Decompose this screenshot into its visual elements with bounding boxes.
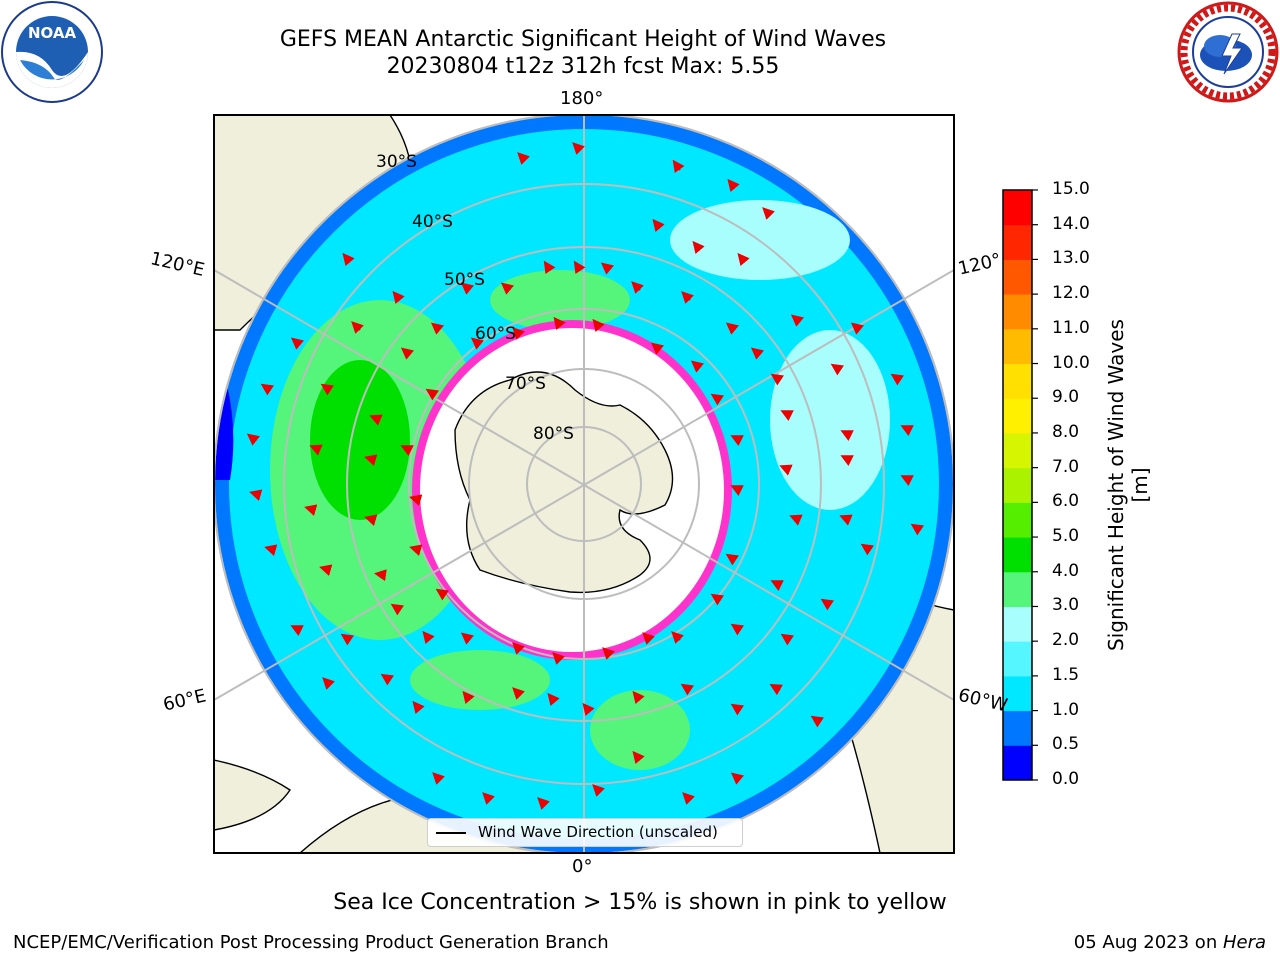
colorbar-tick-label: 8.0 <box>1052 421 1080 442</box>
lat-label-60s: 60°S <box>475 324 516 344</box>
colorbar-tick-label: 7.0 <box>1052 456 1080 477</box>
colorbar-tick-label: 14.0 <box>1052 213 1090 234</box>
footer-date: 05 Aug 2023 on Hera <box>1074 932 1266 953</box>
colorbar <box>1002 189 1038 781</box>
lat-label-80s: 80°S <box>533 424 574 444</box>
map-legend: Wind Wave Direction (unscaled) <box>427 818 743 847</box>
colorbar-tick-label: 3.0 <box>1052 595 1080 616</box>
colorbar-segment <box>1003 259 1032 295</box>
colorbar-tick-label: 4.0 <box>1052 560 1080 581</box>
noaa-logo-text: NOAA <box>28 24 77 42</box>
colorbar-segment <box>1003 537 1032 573</box>
colorbar-tick-label: 9.0 <box>1052 387 1080 408</box>
colorbar-segment <box>1003 328 1032 365</box>
colorbar-tick-label: 2.0 <box>1052 630 1080 651</box>
colorbar-segment <box>1003 363 1032 399</box>
footer-date-text: 05 Aug 2023 on <box>1073 932 1223 953</box>
colorbar-segment <box>1003 641 1032 677</box>
colorbar-segment <box>1003 294 1032 330</box>
colorbar-segment <box>1003 190 1032 226</box>
colorbar-tick-label: 15.0 <box>1052 179 1090 199</box>
lat-label-40s: 40°S <box>412 212 453 232</box>
colorbar-tick-label: 1.5 <box>1052 664 1080 685</box>
map-frame <box>213 114 955 854</box>
colorbar-tick-label: 1.0 <box>1052 699 1080 720</box>
graticule <box>214 115 954 853</box>
lat-label-70s: 70°S <box>505 374 546 394</box>
plot-subtitle: 20230804 t12z 312h fcst Max: 5.55 <box>386 54 780 79</box>
colorbar-tick-label: 6.0 <box>1052 491 1080 512</box>
colorbar-frame <box>1002 189 1033 781</box>
lat-label-30s: 30°S <box>376 152 417 172</box>
noaa-logo: NOAA <box>1 1 103 103</box>
colorbar-segment <box>1003 224 1032 260</box>
colorbar-tick-label: 10.0 <box>1052 352 1090 373</box>
legend-line-icon <box>436 832 466 834</box>
colorbar-label: Significant Height of Wind Waves [m] <box>1104 319 1152 651</box>
colorbar-segment <box>1003 606 1032 642</box>
colorbar-tick-label: 5.0 <box>1052 526 1080 547</box>
lat-label-50s: 50°S <box>444 270 485 290</box>
sea-ice-note: Sea Ice Concentration > 15% is shown in … <box>333 890 947 915</box>
footer-host: Hera <box>1222 932 1266 953</box>
lon-label-0: 0° <box>572 856 593 877</box>
plot-title: GEFS MEAN Antarctic Significant Height o… <box>279 27 887 52</box>
colorbar-tick-label: 11.0 <box>1052 317 1090 338</box>
colorbar-segment <box>1003 675 1032 712</box>
colorbar-segment <box>1003 710 1032 746</box>
antarctica <box>454 371 674 594</box>
colorbar-segment <box>1003 467 1032 503</box>
legend-label: Wind Wave Direction (unscaled) <box>478 823 718 841</box>
colorbar-tick-label: 0.5 <box>1052 734 1080 755</box>
colorbar-tick-label: 12.0 <box>1052 283 1090 304</box>
colorbar-tick-label: 0.0 <box>1052 769 1080 789</box>
colorbar-segment <box>1003 571 1032 607</box>
colorbar-segment <box>1003 398 1032 434</box>
colorbar-segment <box>1003 502 1032 538</box>
colorbar-tick-label: 13.0 <box>1052 248 1090 269</box>
footer-credit: NCEP/EMC/Verification Post Processing Pr… <box>13 932 609 953</box>
wave-arrows <box>246 142 924 810</box>
nws-logo <box>1177 1 1279 103</box>
colorbar-segment <box>1003 745 1032 781</box>
lon-label-180: 180° <box>560 88 604 109</box>
colorbar-segment <box>1003 432 1032 469</box>
